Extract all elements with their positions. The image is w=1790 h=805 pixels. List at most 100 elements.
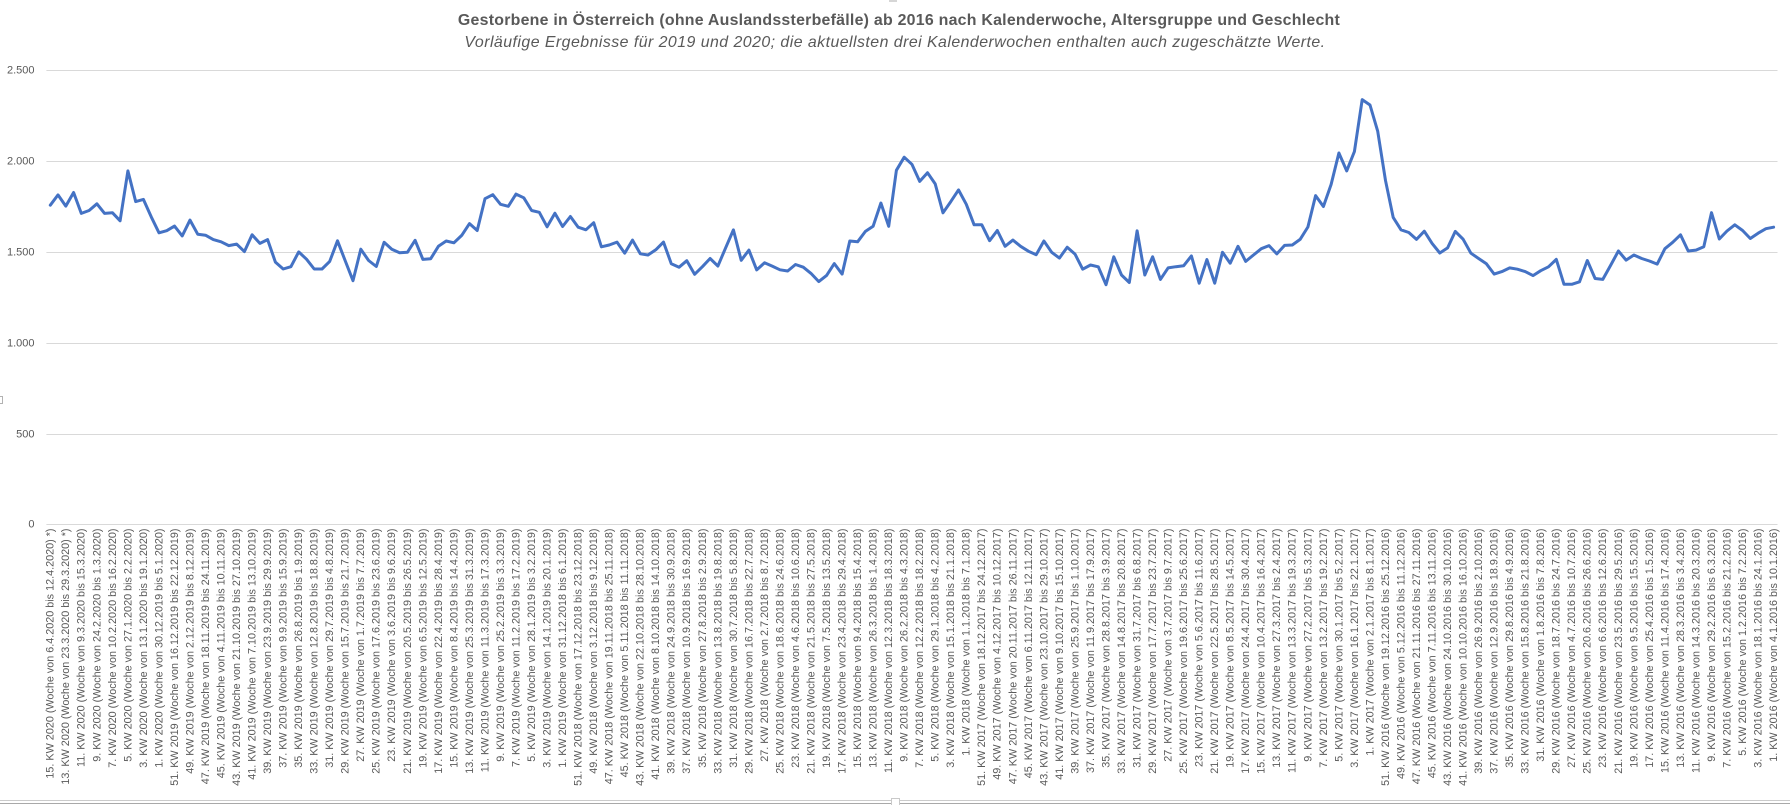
svg-text:1. KW 2017 (Woche von 2.1.2017: 1. KW 2017 (Woche von 2.1.2017 bis 8.1.2… xyxy=(1364,529,1376,756)
svg-text:2.500: 2.500 xyxy=(7,65,35,77)
svg-text:31. KW 2018 (Woche von 30.7.20: 31. KW 2018 (Woche von 30.7.2018 bis 5.8… xyxy=(728,529,740,768)
svg-text:5. KW 2020 (Woche von 27.1.202: 5. KW 2020 (Woche von 27.1.2020 bis 2.2.… xyxy=(122,529,134,762)
svg-text:23. KW 2019 (Woche von 3.6.201: 23. KW 2019 (Woche von 3.6.2019 bis 9.6.… xyxy=(386,529,398,762)
svg-text:47. KW 2017 (Woche von 20.11.2: 47. KW 2017 (Woche von 20.11.2017 bis 26… xyxy=(1007,529,1019,785)
svg-text:11. KW 2016 (Woche von 14.3.20: 11. KW 2016 (Woche von 14.3.2016 bis 20.… xyxy=(1690,529,1702,774)
svg-text:45. KW 2017 (Woche von 6.11.20: 45. KW 2017 (Woche von 6.11.2017 bis 12.… xyxy=(1023,529,1035,779)
svg-text:29. KW 2018 (Woche von 16.7.20: 29. KW 2018 (Woche von 16.7.2018 bis 22.… xyxy=(743,529,755,774)
svg-text:43. KW 2017 (Woche von 23.10.2: 43. KW 2017 (Woche von 23.10.2017 bis 29… xyxy=(1038,529,1050,786)
svg-text:39. KW 2018 (Woche von 24.9.20: 39. KW 2018 (Woche von 24.9.2018 bis 30.… xyxy=(666,529,678,774)
svg-text:23. KW 2017 (Woche von 5.6.201: 23. KW 2017 (Woche von 5.6.2017 bis 11.6… xyxy=(1194,529,1206,768)
svg-text:17. KW 2016 (Woche von 25.4.20: 17. KW 2016 (Woche von 25.4.2016 bis 1.5… xyxy=(1644,529,1656,768)
svg-text:15. KW 2016 (Woche von 11.4.20: 15. KW 2016 (Woche von 11.4.2016 bis 17.… xyxy=(1659,529,1671,774)
svg-text:1. KW 2020 (Woche von 30.12.20: 1. KW 2020 (Woche von 30.12.2019 bis 5.1… xyxy=(153,529,165,768)
svg-text:35. KW 2018 (Woche von 27.8.20: 35. KW 2018 (Woche von 27.8.2018 bis 2.9… xyxy=(697,529,709,768)
svg-text:17. KW 2017 (Woche von 24.4.20: 17. KW 2017 (Woche von 24.4.2017 bis 30.… xyxy=(1240,529,1252,774)
svg-text:1.500: 1.500 xyxy=(7,247,35,259)
svg-text:15. KW 2017 (Woche von 10.4.20: 15. KW 2017 (Woche von 10.4.2017 bis 16.… xyxy=(1256,529,1268,774)
svg-text:21. KW 2019 (Woche von 20.5.20: 21. KW 2019 (Woche von 20.5.2019 bis 26.… xyxy=(402,529,414,774)
svg-text:9. KW 2018 (Woche von 26.2.201: 9. KW 2018 (Woche von 26.2.2018 bis 4.3.… xyxy=(899,529,911,762)
svg-text:51. KW 2018 (Woche von 17.12.2: 51. KW 2018 (Woche von 17.12.2018 bis 23… xyxy=(573,529,585,786)
svg-text:47. KW 2019 (Woche von 18.11.2: 47. KW 2019 (Woche von 18.11.2019 bis 24… xyxy=(200,529,212,785)
svg-text:13. KW 2018 (Woche von 26.3.20: 13. KW 2018 (Woche von 26.3.2018 bis 1.4… xyxy=(868,529,880,768)
svg-text:1.000: 1.000 xyxy=(7,338,35,350)
svg-text:19. KW 2016 (Woche von 9.5.201: 19. KW 2016 (Woche von 9.5.2016 bis 15.5… xyxy=(1628,529,1640,768)
svg-text:31. KW 2017 (Woche von 31.7.20: 31. KW 2017 (Woche von 31.7.2017 bis 6.8… xyxy=(1132,529,1144,768)
svg-text:37. KW 2018 (Woche von 10.9.20: 37. KW 2018 (Woche von 10.9.2018 bis 16.… xyxy=(681,529,693,774)
svg-text:45. KW 2018 (Woche von 5.11.20: 45. KW 2018 (Woche von 5.11.2018 bis 11.… xyxy=(619,529,631,778)
svg-text:25. KW 2019 (Woche von 17.6.20: 25. KW 2019 (Woche von 17.6.2019 bis 23.… xyxy=(371,529,383,774)
svg-text:27. KW 2017 (Woche von 3.7.201: 27. KW 2017 (Woche von 3.7.2017 bis 9.7.… xyxy=(1163,529,1175,762)
svg-text:29. KW 2019 (Woche von 15.7.20: 29. KW 2019 (Woche von 15.7.2019 bis 21.… xyxy=(340,529,352,774)
svg-text:15. KW 2019 (Woche von 8.4.201: 15. KW 2019 (Woche von 8.4.2019 bis 14.4… xyxy=(448,529,460,768)
svg-text:49. KW 2019 (Woche von 2.12.20: 49. KW 2019 (Woche von 2.12.2019 bis 8.1… xyxy=(184,529,196,774)
svg-text:51. KW 2019 (Woche von 16.12.2: 51. KW 2019 (Woche von 16.12.2019 bis 22… xyxy=(169,529,181,786)
svg-text:13. KW 2019 (Woche von 25.3.20: 13. KW 2019 (Woche von 25.3.2019 bis 31.… xyxy=(464,529,476,774)
svg-text:1. KW 2016 (Woche von 4.1.2016: 1. KW 2016 (Woche von 4.1.2016 bis 10.1.… xyxy=(1768,529,1780,762)
svg-text:3. KW 2019 (Woche von 14.1.201: 3. KW 2019 (Woche von 14.1.2019 bis 20.1… xyxy=(542,529,554,768)
svg-text:7. KW 2019 (Woche von 11.2.201: 7. KW 2019 (Woche von 11.2.2019 bis 17.2… xyxy=(510,529,522,768)
svg-text:27. KW 2016 (Woche von 4.7.201: 27. KW 2016 (Woche von 4.7.2016 bis 10.7… xyxy=(1566,529,1578,768)
svg-text:49. KW 2017 (Woche von 4.12.20: 49. KW 2017 (Woche von 4.12.2017 bis 10.… xyxy=(992,528,1004,779)
svg-text:13. KW 2017 (Woche von 27.3.20: 13. KW 2017 (Woche von 27.3.2017 bis 2.4… xyxy=(1271,529,1283,768)
svg-text:37. KW 2017 (Woche von 11.9.20: 37. KW 2017 (Woche von 11.9.2017 bis 17.… xyxy=(1085,529,1097,774)
svg-text:49. KW 2016 (Woche von 5.12.20: 49. KW 2016 (Woche von 5.12.2016 bis 11.… xyxy=(1395,529,1407,780)
svg-text:15. KW 2020 (Woche von 6.4.202: 15. KW 2020 (Woche von 6.4.2020 bis 12.4… xyxy=(45,529,57,779)
svg-text:11. KW 2020 (Woche von 9.3.202: 11. KW 2020 (Woche von 9.3.2020 bis 15.3… xyxy=(76,529,88,768)
svg-text:2.000: 2.000 xyxy=(7,156,35,168)
svg-text:35. KW 2016 (Woche von 29.8.20: 35. KW 2016 (Woche von 29.8.2016 bis 4.9… xyxy=(1504,529,1516,768)
svg-text:19. KW 2019 (Woche von 6.5.201: 19. KW 2019 (Woche von 6.5.2019 bis 12.5… xyxy=(417,529,429,768)
svg-text:39. KW 2019 (Woche von 23.9.20: 39. KW 2019 (Woche von 23.9.2019 bis 29.… xyxy=(262,529,274,774)
svg-text:39. KW 2017 (Woche von 25.9.20: 39. KW 2017 (Woche von 25.9.2017 bis 1.1… xyxy=(1069,529,1081,774)
svg-text:47. KW 2016 (Woche von 21.11.2: 47. KW 2016 (Woche von 21.11.2016 bis 27… xyxy=(1411,529,1423,785)
svg-text:51. KW 2017 (Woche von 18.12.2: 51. KW 2017 (Woche von 18.12.2017 bis 24… xyxy=(976,528,988,785)
svg-text:11. KW 2019 (Woche von 11.3.20: 11. KW 2019 (Woche von 11.3.2019 bis 17.… xyxy=(479,529,491,773)
svg-text:35. KW 2017 (Woche von 28.8.20: 35. KW 2017 (Woche von 28.8.2017 bis 3.9… xyxy=(1100,529,1112,768)
svg-text:3. KW 2018 (Woche von 15.1.201: 3. KW 2018 (Woche von 15.1.2018 bis 21.1… xyxy=(945,528,957,767)
svg-text:51. KW 2016 (Woche von 19.12.2: 51. KW 2016 (Woche von 19.12.2016 bis 25… xyxy=(1380,529,1392,786)
svg-text:37. KW 2019 (Woche von 9.9.201: 37. KW 2019 (Woche von 9.9.2019 bis 15.9… xyxy=(278,529,290,768)
svg-text:35. KW 2019 (Woche von 26.8.20: 35. KW 2019 (Woche von 26.8.2019 bis 1.9… xyxy=(293,529,305,768)
svg-text:500: 500 xyxy=(16,429,34,441)
svg-text:23. KW 2016 (Woche von 6.6.201: 23. KW 2016 (Woche von 6.6.2016 bis 12.6… xyxy=(1597,529,1609,768)
svg-text:11. KW 2018 (Woche von 12.3.20: 11. KW 2018 (Woche von 12.3.2018 bis 18.… xyxy=(883,529,895,774)
svg-text:19. KW 2018 (Woche von 7.5.201: 19. KW 2018 (Woche von 7.5.2018 bis 13.5… xyxy=(821,529,833,768)
svg-text:0: 0 xyxy=(28,519,34,531)
svg-text:29. KW 2016 (Woche von 18.7.20: 29. KW 2016 (Woche von 18.7.2016 bis 24.… xyxy=(1551,529,1563,774)
svg-text:47. KW 2018 (Woche von 19.11.2: 47. KW 2018 (Woche von 19.11.2018 bis 25… xyxy=(604,529,616,785)
svg-text:17. KW 2018 (Woche von 23.4.20: 17. KW 2018 (Woche von 23.4.2018 bis 29.… xyxy=(837,529,849,774)
svg-text:5. KW 2017 (Woche von 30.1.201: 5. KW 2017 (Woche von 30.1.2017 bis 5.2.… xyxy=(1333,529,1345,762)
svg-text:43. KW 2016 (Woche von 24.10.2: 43. KW 2016 (Woche von 24.10.2016 bis 30… xyxy=(1442,529,1454,786)
svg-text:27. KW 2019 (Woche von 1.7.201: 27. KW 2019 (Woche von 1.7.2019 bis 7.7.… xyxy=(355,529,367,762)
svg-text:31. KW 2016 (Woche von 1.8.201: 31. KW 2016 (Woche von 1.8.2016 bis 7.8.… xyxy=(1535,529,1547,762)
svg-text:29. KW 2017 (Woche von 17.7.20: 29. KW 2017 (Woche von 17.7.2017 bis 23.… xyxy=(1147,529,1159,774)
svg-text:7. KW 2018 (Woche von 12.2.201: 7. KW 2018 (Woche von 12.2.2018 bis 18.2… xyxy=(914,529,926,768)
svg-text:5. KW 2018 (Woche von 29.1.201: 5. KW 2018 (Woche von 29.1.2018 bis 4.2.… xyxy=(930,529,942,762)
svg-text:41. KW 2017 (Woche von 9.10.20: 41. KW 2017 (Woche von 9.10.2017 bis 15.… xyxy=(1054,529,1066,780)
svg-text:27. KW 2018 (Woche von 2.7.201: 27. KW 2018 (Woche von 2.7.2018 bis 8.7.… xyxy=(759,529,771,762)
svg-text:1. KW 2019 (Woche von 31.12.20: 1. KW 2019 (Woche von 31.12.2018 bis 6.1… xyxy=(557,529,569,768)
svg-text:41. KW 2018 (Woche von 8.10.20: 41. KW 2018 (Woche von 8.10.2018 bis 14.… xyxy=(650,529,662,780)
svg-text:43. KW 2018 (Woche von 22.10.2: 43. KW 2018 (Woche von 22.10.2018 bis 28… xyxy=(635,529,647,786)
svg-text:7. KW 2016 (Woche von 15.2.201: 7. KW 2016 (Woche von 15.2.2016 bis 21.2… xyxy=(1721,529,1733,768)
svg-text:3. KW 2020 (Woche von 13.1.202: 3. KW 2020 (Woche von 13.1.2020 bis 19.1… xyxy=(138,529,150,768)
svg-text:21. KW 2016 (Woche von 23.5.20: 21. KW 2016 (Woche von 23.5.2016 bis 29.… xyxy=(1613,529,1625,774)
svg-text:37. KW 2016 (Woche von 12.9.20: 37. KW 2016 (Woche von 12.9.2016 bis 18.… xyxy=(1489,529,1501,774)
svg-text:25. KW 2017 (Woche von 19.6.20: 25. KW 2017 (Woche von 19.6.2017 bis 25.… xyxy=(1178,529,1190,774)
svg-text:7. KW 2017 (Woche von 13.2.201: 7. KW 2017 (Woche von 13.2.2017 bis 19.2… xyxy=(1318,529,1330,768)
svg-text:25. KW 2016 (Woche von 20.6.20: 25. KW 2016 (Woche von 20.6.2016 bis 26.… xyxy=(1582,529,1594,774)
svg-text:39. KW 2016 (Woche von 26.9.20: 39. KW 2016 (Woche von 26.9.2016 bis 2.1… xyxy=(1473,529,1485,774)
svg-text:49. KW 2018 (Woche von 3.12.20: 49. KW 2018 (Woche von 3.12.2018 bis 9.1… xyxy=(588,529,600,774)
svg-text:45. KW 2019 (Woche von 4.11.20: 45. KW 2019 (Woche von 4.11.2019 bis 10.… xyxy=(216,529,228,779)
svg-text:5. KW 2019 (Woche von 28.1.201: 5. KW 2019 (Woche von 28.1.2019 bis 3.2.… xyxy=(526,529,538,762)
svg-text:45. KW 2016 (Woche von 7.11.20: 45. KW 2016 (Woche von 7.11.2016 bis 13.… xyxy=(1427,529,1439,779)
svg-text:41. KW 2016 (Woche von 10.10.2: 41. KW 2016 (Woche von 10.10.2016 bis 16… xyxy=(1458,529,1470,786)
svg-text:25. KW 2018 (Woche von 18.6.20: 25. KW 2018 (Woche von 18.6.2018 bis 24.… xyxy=(774,529,786,774)
svg-text:19. KW 2017 (Woche von 8.5.201: 19. KW 2017 (Woche von 8.5.2017 bis 14.5… xyxy=(1225,529,1237,768)
svg-text:9. KW 2017 (Woche von 27.2.201: 9. KW 2017 (Woche von 27.2.2017 bis 5.3.… xyxy=(1302,529,1314,762)
svg-text:3. KW 2017 (Woche von 16.1.201: 3. KW 2017 (Woche von 16.1.2017 bis 22.1… xyxy=(1349,529,1361,768)
svg-text:13. KW 2016 (Woche von 28.3.20: 13. KW 2016 (Woche von 28.3.2016 bis 3.4… xyxy=(1675,529,1687,768)
svg-text:17. KW 2019 (Woche von 22.4.20: 17. KW 2019 (Woche von 22.4.2019 bis 28.… xyxy=(433,529,445,774)
svg-text:9. KW 2019 (Woche von 25.2.201: 9. KW 2019 (Woche von 25.2.2019 bis 3.3.… xyxy=(495,529,507,762)
svg-text:5. KW 2016 (Woche von 1.2.2016: 5. KW 2016 (Woche von 1.2.2016 bis 7.2.2… xyxy=(1737,529,1749,756)
